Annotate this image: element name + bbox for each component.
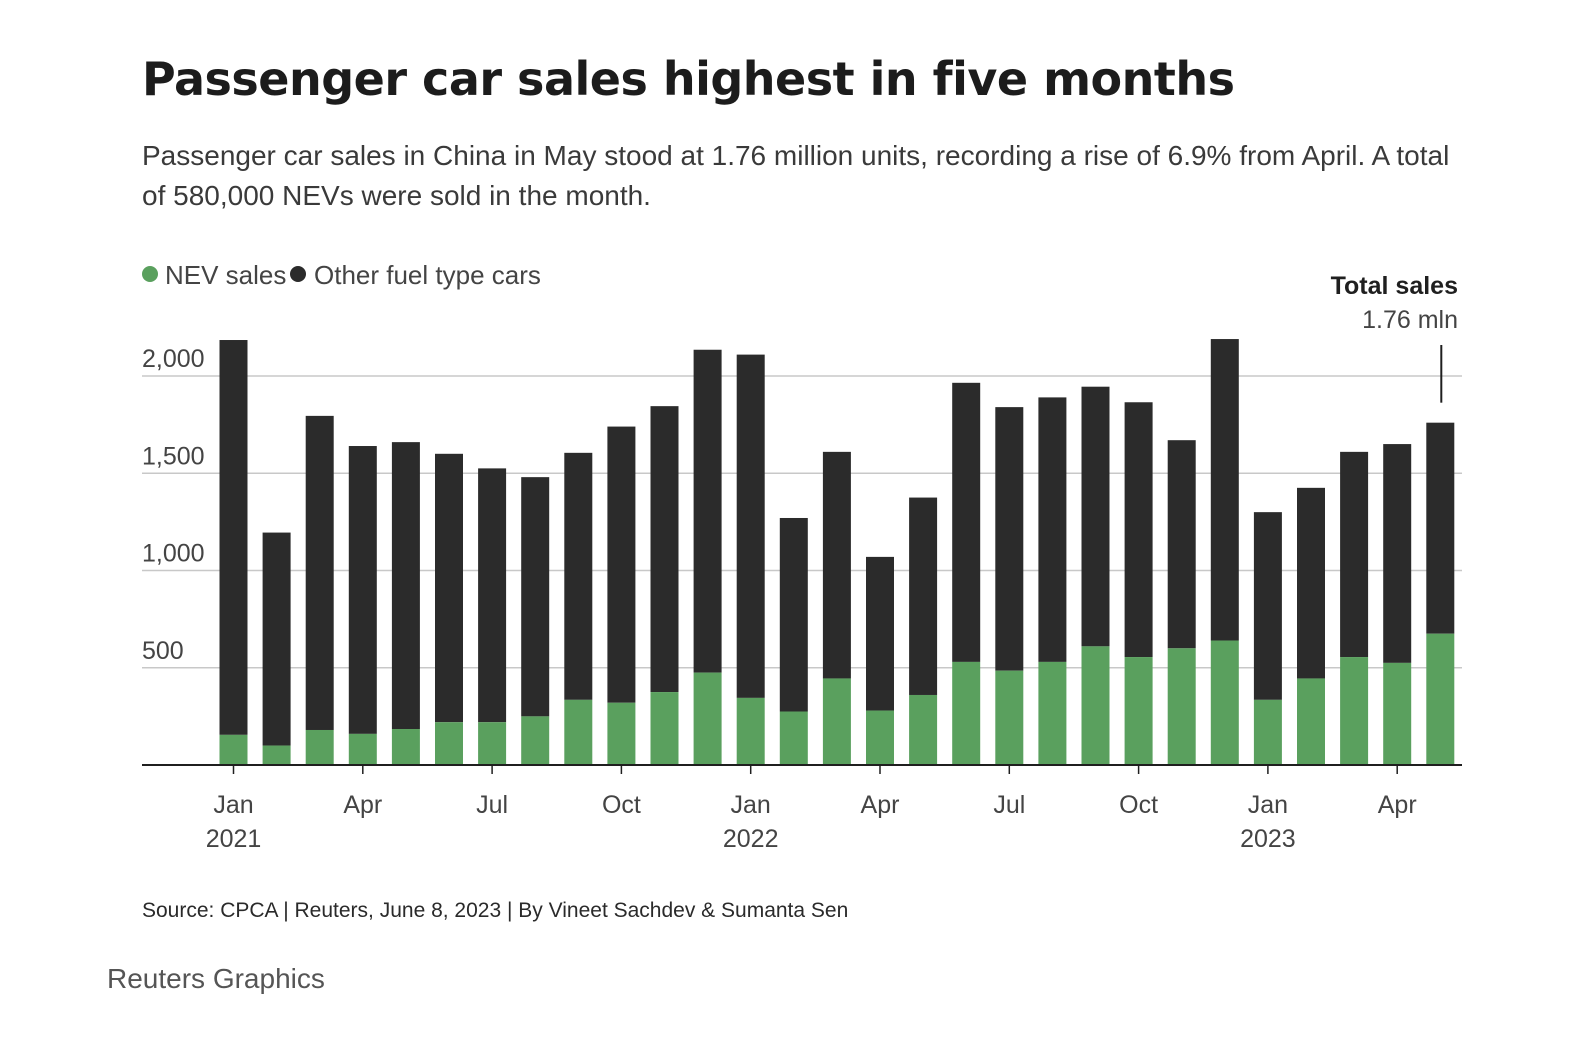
bar-nev-2021-01	[219, 734, 248, 765]
legend: NEV sales Other fuel type cars	[142, 260, 541, 290]
bar-nev-2023-03	[1340, 657, 1369, 765]
bar-other-2023-02	[1297, 487, 1325, 679]
bar-other-2023-01	[1253, 512, 1282, 700]
bar-nev-2022-04	[866, 710, 894, 765]
legend-nev-label: NEV sales	[165, 260, 286, 290]
bar-nev-2022-05	[909, 694, 938, 765]
bar-other-2021-10	[607, 426, 636, 703]
bar-nev-2021-09	[564, 699, 593, 765]
x-axis: Jan 2021 Apr Jul Oct Jan 2022 Apr Jul Oct Jan 2023 A…	[142, 764, 1462, 853]
bar-other-2021-04	[348, 446, 377, 734]
x-tick-label: Oct	[1119, 791, 1158, 819]
x-tick-label: Jan	[731, 791, 771, 819]
bar-nev-2022-08	[1038, 661, 1067, 765]
x-tick-year: 2023	[1240, 825, 1296, 853]
bar-other-2022-10	[1124, 402, 1153, 658]
bar-nev-2023-04	[1383, 662, 1412, 765]
bar-other-2022-03	[822, 451, 851, 679]
bar-nev-2022-09	[1081, 646, 1110, 765]
total-sales-value: 1.76 mln	[1362, 306, 1458, 334]
x-tick-label: Apr	[861, 791, 900, 819]
bar-nev-2021-04	[348, 733, 377, 765]
bar-nev-2022-12	[1210, 640, 1239, 765]
x-tick-label: Oct	[602, 791, 641, 819]
bar-other-2022-08	[1038, 397, 1067, 662]
bars	[219, 339, 1455, 765]
y-tick-label: 1,000	[142, 540, 205, 568]
bar-nev-2023-01	[1253, 699, 1282, 765]
stacked-bar-chart: NEV sales Other fuel type cars Jan 2021 Ap…	[142, 260, 1462, 853]
bar-other-2021-12	[693, 349, 722, 673]
bar-other-2021-09	[564, 452, 593, 700]
bar-other-2023-05	[1426, 422, 1455, 634]
bar-nev-2021-08	[521, 716, 550, 765]
bar-other-2023-04	[1383, 444, 1412, 663]
y-tick-label: 2,000	[142, 345, 205, 373]
x-tick-label: Jan	[213, 791, 253, 819]
bar-nev-2021-06	[435, 722, 463, 765]
bar-other-2022-07	[995, 407, 1024, 671]
source-note: Source: CPCA | Reuters, June 8, 2023 | B…	[142, 899, 849, 922]
bar-nev-2021-10	[607, 702, 636, 765]
bar-nev-2021-03	[305, 729, 334, 765]
bar-other-2021-01	[219, 340, 248, 735]
bar-other-2022-11	[1167, 440, 1196, 649]
bar-other-2021-02	[262, 532, 291, 746]
bar-other-2021-08	[521, 477, 550, 717]
bar-other-2021-06	[435, 453, 463, 723]
bar-nev-2022-01	[736, 697, 765, 765]
bar-other-2021-11	[650, 406, 679, 693]
x-tick-label: Jan	[1248, 791, 1288, 819]
legend-nev-dot	[142, 266, 158, 282]
bar-nev-2021-12	[693, 672, 722, 765]
x-tick-year: 2021	[206, 825, 262, 853]
bar-other-2022-05	[909, 497, 938, 695]
x-tick-label: Apr	[343, 791, 382, 819]
bar-other-2021-07	[478, 468, 507, 723]
bar-nev-2022-10	[1124, 657, 1153, 765]
bar-other-2022-12	[1210, 339, 1239, 641]
bar-other-2021-03	[305, 415, 334, 730]
bar-nev-2023-02	[1297, 678, 1325, 765]
bar-nev-2023-05	[1426, 633, 1455, 765]
y-tick-label: 1,500	[142, 442, 205, 470]
x-tick-year: 2022	[723, 825, 779, 853]
bar-other-2022-01	[736, 354, 765, 698]
bar-nev-2021-07	[478, 722, 507, 765]
bar-nev-2021-11	[650, 692, 679, 765]
y-tick-label: 500	[142, 637, 184, 665]
brand-label: Reuters Graphics	[107, 963, 325, 994]
bar-nev-2022-06	[952, 661, 981, 765]
x-tick-label: Jul	[476, 791, 508, 819]
bar-nev-2021-05	[391, 729, 420, 765]
total-sales-label: Total sales	[1331, 272, 1458, 300]
chart-title: Passenger car sales highest in five mont…	[142, 52, 1235, 106]
bar-nev-2021-02	[262, 745, 291, 765]
bar-other-2021-05	[391, 442, 420, 730]
bar-nev-2022-03	[822, 678, 851, 765]
x-tick-label: Apr	[1378, 791, 1417, 819]
bar-nev-2022-07	[995, 670, 1024, 765]
bar-nev-2022-11	[1167, 648, 1196, 765]
legend-other-label: Other fuel type cars	[314, 260, 541, 290]
bar-other-2022-02	[779, 517, 808, 712]
bar-nev-2022-02	[779, 711, 808, 765]
bar-other-2022-09	[1081, 386, 1110, 647]
bar-other-2022-04	[866, 556, 894, 711]
y-axis: 500 1,000 1,500 2,000	[142, 345, 205, 665]
x-tick-label: Jul	[993, 791, 1025, 819]
chart-subtitle: Passenger car sales in China in May stoo…	[142, 140, 1450, 211]
legend-other-dot	[290, 266, 306, 282]
total-sales-annotation: Total sales 1.76 mln	[1331, 272, 1458, 403]
bar-other-2022-06	[952, 382, 981, 662]
bar-other-2023-03	[1340, 451, 1369, 658]
